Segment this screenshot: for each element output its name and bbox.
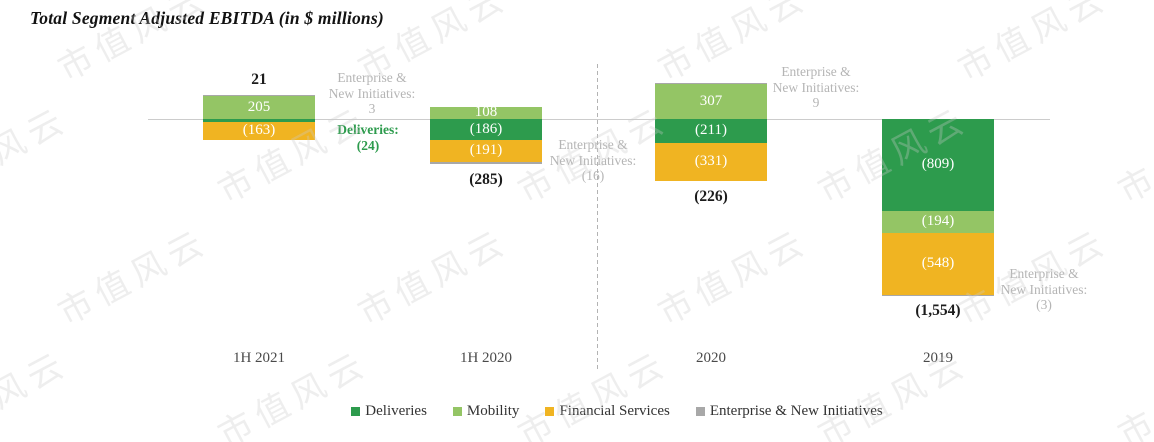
watermark-text: 市值风云 <box>1111 343 1154 442</box>
x-axis-label: 1H 2021 <box>232 350 286 366</box>
annotation-line: New Initiatives: <box>1000 281 1088 297</box>
annotation-line: (16) <box>581 168 605 183</box>
watermark-text: 市值风云 <box>51 221 216 334</box>
annotation-line: New Initiatives: <box>549 152 637 168</box>
annotation-enterprise: Enterprise & New Initiatives: (3) <box>959 266 1129 313</box>
segment-value-label: (331) <box>694 153 728 170</box>
bar-segment: (211) <box>655 119 767 143</box>
bar-segment: (548) <box>882 232 994 296</box>
segment-value-label: 307 <box>699 93 723 110</box>
bar-segment: 307 <box>655 84 767 119</box>
bar-segment <box>430 161 542 164</box>
annotation-line: Deliveries: <box>337 122 399 137</box>
legend-swatch <box>452 407 462 416</box>
legend-label: Enterprise & New Initiatives <box>709 403 883 419</box>
segment-value-label: (191) <box>469 142 503 159</box>
segment-value-label: (163) <box>242 122 276 139</box>
segment-value-label: (548) <box>921 255 955 272</box>
bar-segment <box>203 119 315 122</box>
bar-segment: (186) <box>430 119 542 141</box>
x-axis-label: 2019 <box>923 350 953 366</box>
annotation-line: 3 <box>368 101 376 116</box>
annotation-line: 9 <box>812 95 820 110</box>
bar-segment: (194) <box>882 210 994 233</box>
bar-segment: 205 <box>203 95 315 119</box>
bar-segment: (191) <box>430 140 542 162</box>
legend-label: Mobility <box>466 403 520 419</box>
watermark-text: 市值风云 <box>351 221 516 334</box>
x-axis-label: 2020 <box>696 350 726 366</box>
legend-swatch <box>545 407 555 416</box>
legend: Deliveries Mobility Financial Services Ente… <box>80 403 1154 420</box>
bar-segment: (163) <box>203 121 315 141</box>
watermark-text: 市值风云 <box>0 99 76 212</box>
watermark-text: 市值风云 <box>951 0 1116 90</box>
bar-segment <box>655 83 767 85</box>
annotation-line: Enterprise & <box>558 137 628 152</box>
bar-segment: 108 <box>430 104 542 121</box>
legend-item: Mobility <box>452 403 520 420</box>
legend-item: Enterprise & New Initiatives <box>695 403 883 420</box>
annotation-line: Enterprise & <box>1009 266 1079 281</box>
segment-value-label: (809) <box>921 156 955 173</box>
chart-title: Total Segment Adjusted EBITDA (in $ mill… <box>30 8 384 28</box>
x-axis-label: 1H 2020 <box>459 350 513 366</box>
period-divider-dashed-line <box>597 64 598 372</box>
watermark-text: 市值风云 <box>651 221 816 334</box>
watermark-text: 市值风云 <box>1111 99 1154 212</box>
watermark-text: 市值风云 <box>0 343 76 442</box>
segment-value-label: (186) <box>469 121 503 138</box>
annotation-enterprise: Enterprise & New Initiatives: 3 <box>287 70 457 117</box>
bar-segment: (331) <box>655 142 767 181</box>
segment-value-label: (194) <box>921 213 955 230</box>
annotation-deliveries: Deliveries: (24) <box>283 122 453 153</box>
legend-item: Financial Services <box>545 403 670 420</box>
segment-value-label: 205 <box>247 98 271 115</box>
legend-label: Deliveries <box>365 403 427 419</box>
annotation-line: (3) <box>1036 297 1052 312</box>
annotation-line: New Initiatives: <box>328 85 416 101</box>
bar-segment: (809) <box>882 119 994 211</box>
bar-total-label: (226) <box>694 187 728 205</box>
legend-swatch <box>695 407 705 416</box>
bar-total-label: (1,554) <box>915 302 961 320</box>
zero-axis-line <box>148 119 1050 120</box>
annotation-line: Enterprise & <box>781 64 851 79</box>
annotation-enterprise: Enterprise & New Initiatives: 9 <box>731 64 901 111</box>
annotation-line: New Initiatives: <box>772 79 860 95</box>
legend-item: Deliveries <box>351 403 427 420</box>
segment-value-label: 108 <box>474 104 498 121</box>
annotation-line: (24) <box>356 137 380 153</box>
legend-label: Financial Services <box>559 403 670 419</box>
segment-value-label: (211) <box>695 122 727 139</box>
bar-total-label: (285) <box>469 170 503 188</box>
annotation-line: Enterprise & <box>337 70 407 85</box>
bar-total-label: 21 <box>251 71 267 89</box>
annotation-enterprise: Enterprise & New Initiatives: (16) <box>508 137 678 184</box>
legend-swatch <box>351 407 361 416</box>
